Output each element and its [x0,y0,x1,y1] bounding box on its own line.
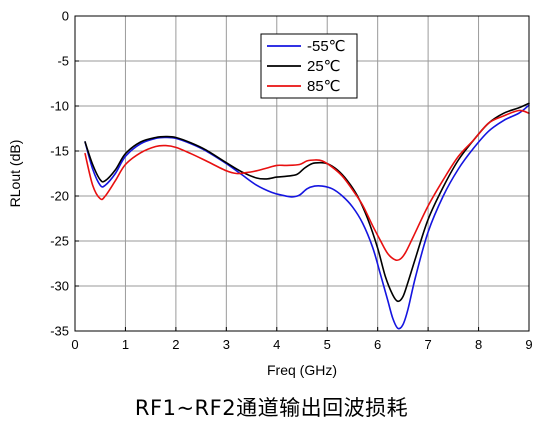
x-tick-label: 0 [71,337,78,352]
y-tick-label: 0 [62,9,69,24]
x-axis-label: Freq (GHz) [267,362,337,378]
y-tick-label: -15 [50,144,69,159]
x-tick-label: 4 [273,337,280,352]
y-tick-label: -10 [50,99,69,114]
chart-caption: RF1~RF2通道输出回波损耗 [134,396,409,420]
x-tick-label: 8 [475,337,482,352]
x-tick-label: 1 [122,337,129,352]
plot-frame [74,15,530,332]
y-axis-label: RLout (dB) [7,140,23,208]
y-tick-label: -30 [50,279,69,294]
y-tick-label: -5 [57,54,69,69]
x-tick-label: 7 [424,337,431,352]
legend-label: 25℃ [307,58,341,75]
x-tick-label: 6 [374,337,381,352]
chart-svg: 0 1 2 3 4 5 6 7 8 9 0 -5 -10 -15 -20 -25 -30 -35 Freq (GH… [7,9,533,379]
series-lines [84,102,530,330]
y-tick-label: -20 [50,189,69,204]
series-line-2 [84,102,530,303]
series-line-3 [84,109,530,262]
x-tick-label: 3 [223,337,230,352]
x-tick-label: 5 [324,337,331,352]
axis-ticks: 0 1 2 3 4 5 6 7 8 9 0 -5 -10 -15 -20 -25 -30 -35 [50,9,532,353]
x-tick-label: 9 [525,337,532,352]
legend: -55℃ 25℃ 85℃ [260,33,358,99]
legend-label: 85℃ [307,78,341,95]
y-tick-label: -25 [50,234,69,249]
series-line-1 [84,104,530,330]
legend-label: -55℃ [307,38,346,55]
x-tick-label: 2 [172,337,179,352]
y-tick-label: -35 [50,324,69,339]
